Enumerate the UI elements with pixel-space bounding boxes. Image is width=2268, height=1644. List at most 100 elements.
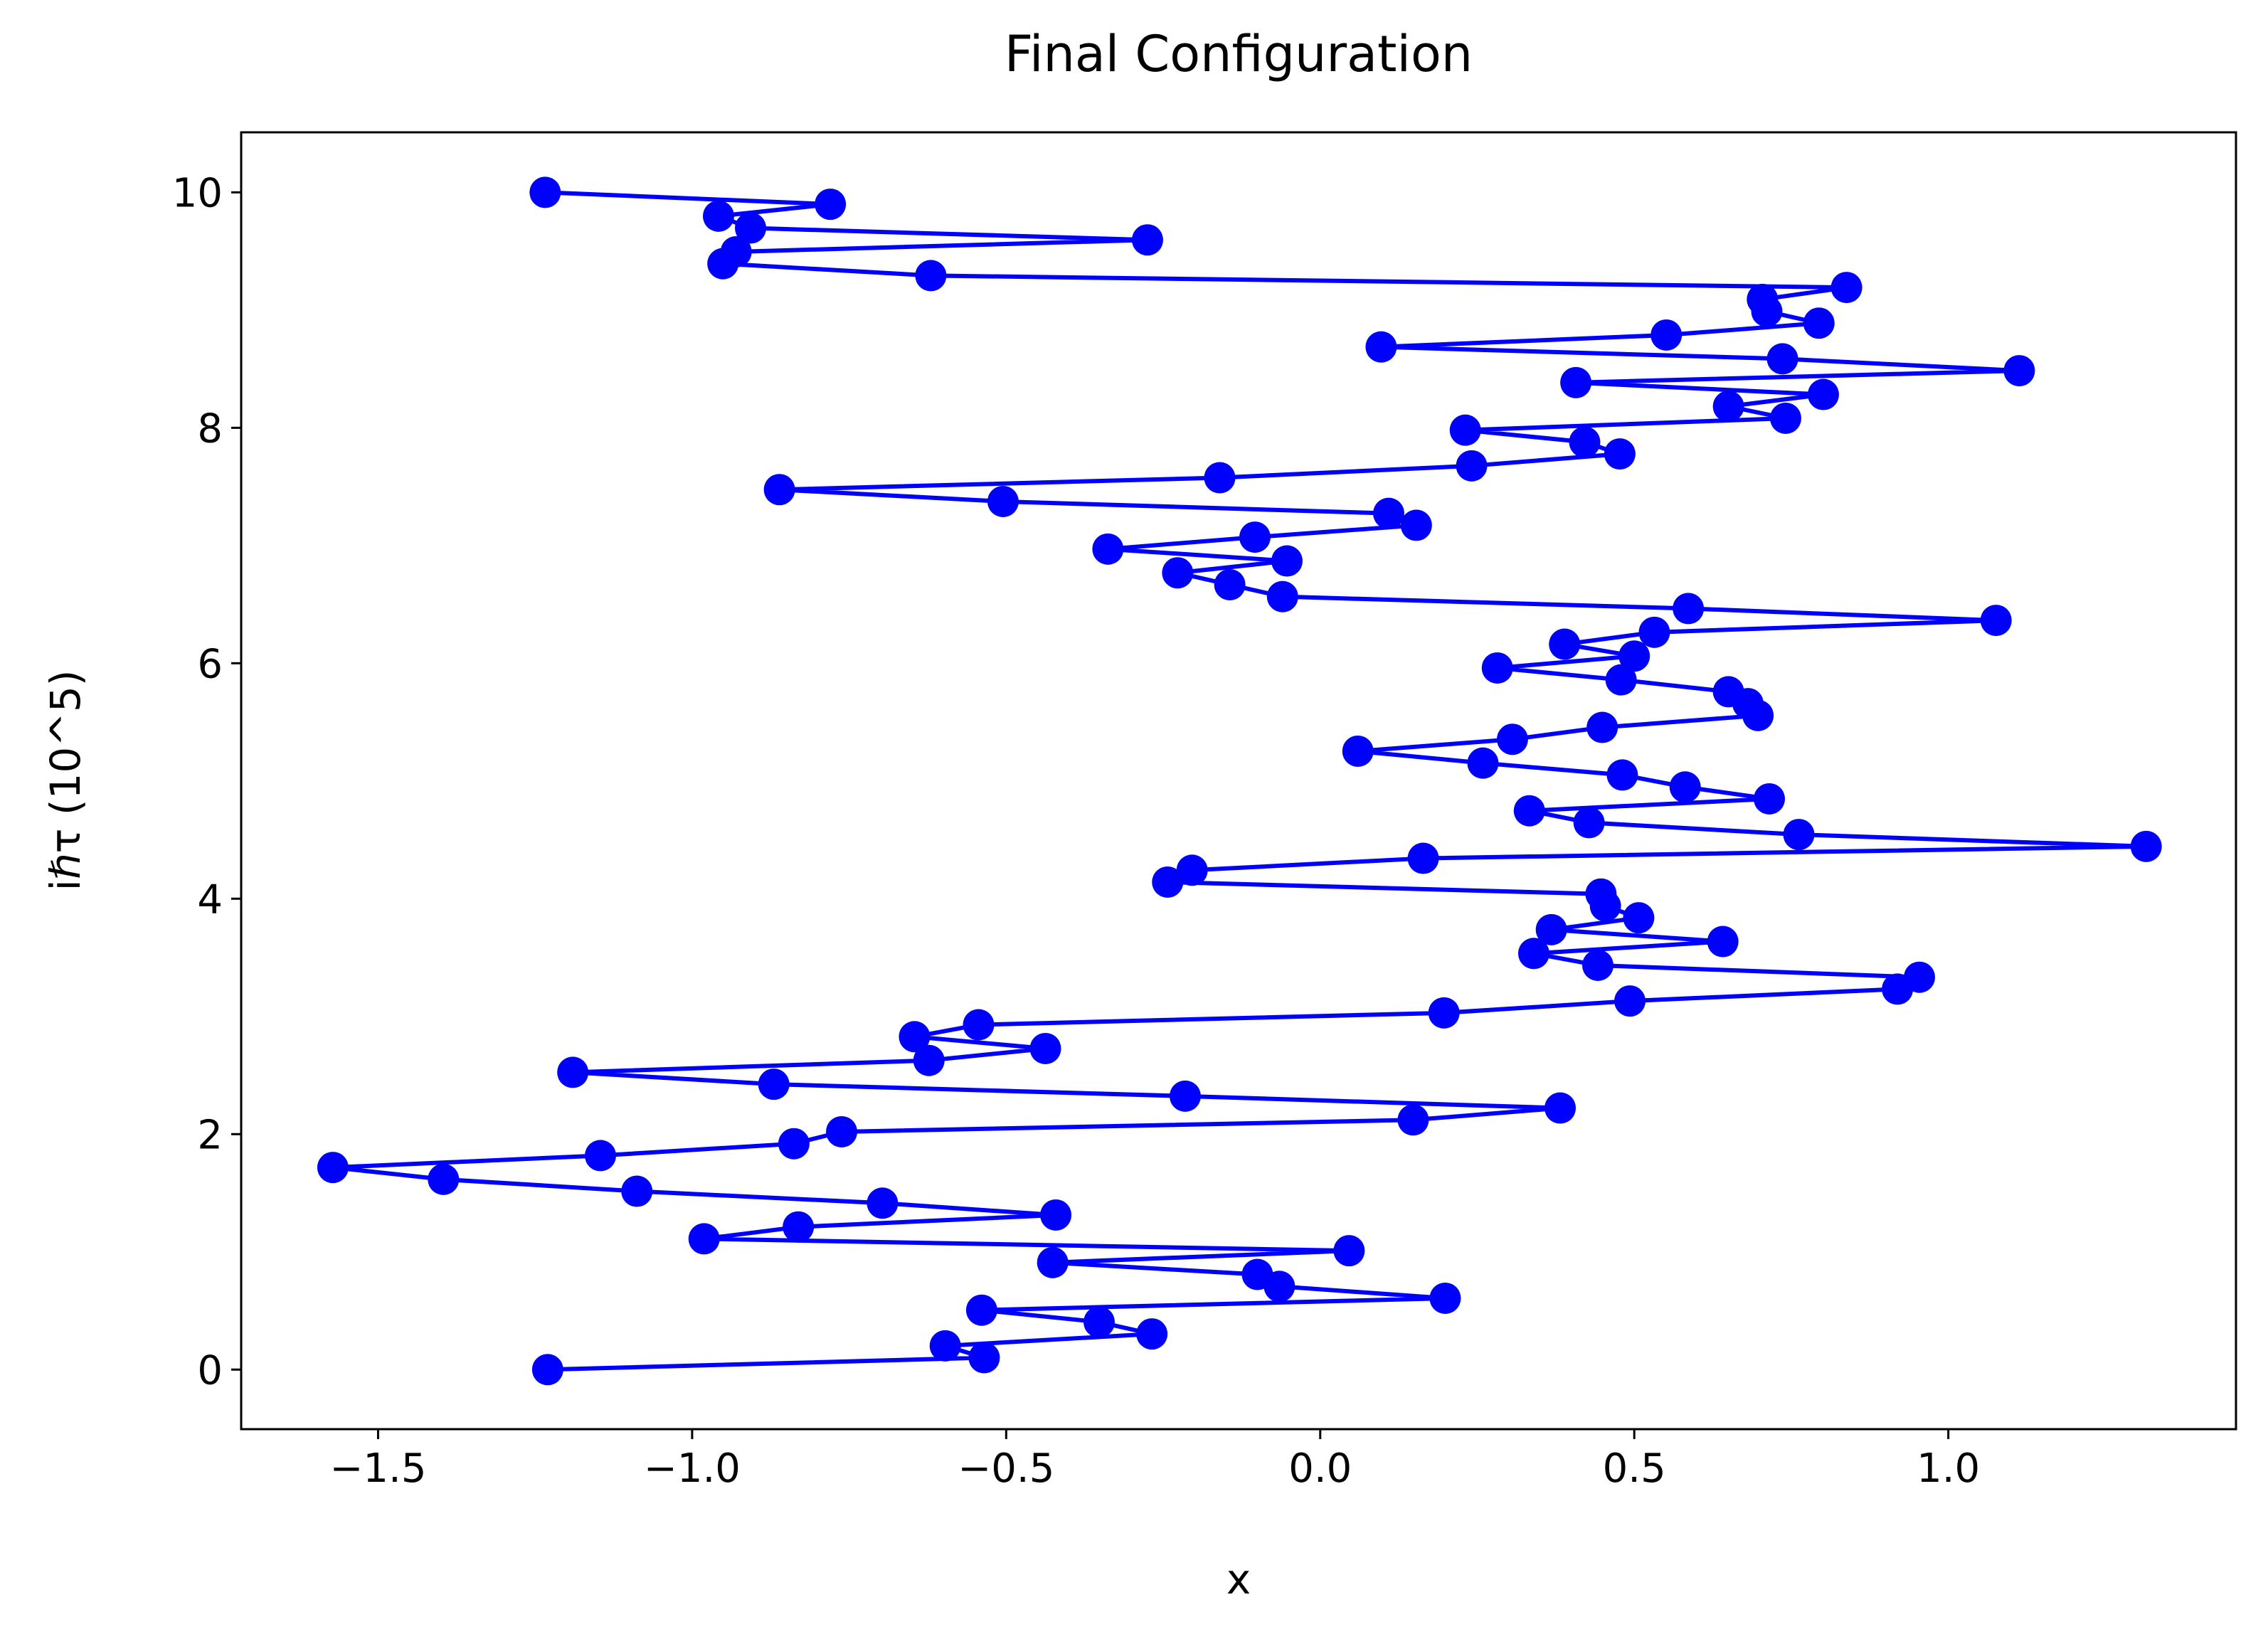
- data-point: [987, 485, 1019, 517]
- data-point: [1092, 533, 1124, 565]
- data-point: [1766, 343, 1798, 375]
- data-point: [1769, 402, 1801, 434]
- data-point: [1604, 438, 1636, 470]
- data-point: [688, 1223, 720, 1255]
- data-point: [965, 1294, 997, 1326]
- data-point: [915, 260, 947, 292]
- data-point: [867, 1187, 899, 1219]
- y-tick-label: 2: [197, 1112, 223, 1158]
- data-point: [763, 474, 795, 506]
- data-point: [778, 1128, 810, 1160]
- data-point: [1373, 497, 1405, 529]
- data-point: [1569, 426, 1601, 458]
- x-tick-label: 0.0: [1288, 1446, 1352, 1492]
- data-point: [585, 1140, 617, 1172]
- data-point: [1904, 961, 1936, 993]
- data-point: [317, 1152, 349, 1184]
- data-point: [720, 235, 752, 267]
- x-tick-label: 0.5: [1603, 1446, 1666, 1492]
- data-point: [1586, 711, 1618, 743]
- data-point: [1397, 1104, 1429, 1136]
- data-point: [1830, 272, 1862, 304]
- x-axis-label: x: [1226, 1555, 1251, 1603]
- data-point: [1754, 783, 1786, 815]
- data-point: [1037, 1246, 1069, 1278]
- data-point: [531, 1354, 563, 1386]
- y-tick-label: 6: [197, 641, 223, 687]
- data-point: [929, 1330, 961, 1362]
- data-point: [1342, 735, 1374, 767]
- data-point: [1481, 652, 1513, 684]
- data-point: [1271, 545, 1303, 577]
- y-tick-label: 8: [197, 405, 223, 452]
- data-point: [1585, 878, 1617, 910]
- y-axis-label: iℏτ (10^5): [41, 670, 90, 891]
- data-point: [2003, 355, 2035, 387]
- data-point: [702, 200, 734, 232]
- data-point: [428, 1163, 460, 1195]
- data-point: [1428, 997, 1460, 1029]
- data-point: [1214, 568, 1246, 600]
- data-point: [1152, 866, 1184, 898]
- data-point: [1673, 593, 1705, 625]
- data-point: [1083, 1306, 1116, 1338]
- data-point: [1029, 1032, 1061, 1064]
- data-point: [1614, 985, 1646, 1017]
- data-point: [1549, 628, 1581, 660]
- data-point: [1449, 414, 1481, 446]
- data-point: [1266, 580, 1298, 612]
- data-point: [1040, 1199, 1072, 1231]
- plot-frame: [240, 131, 2237, 1431]
- series-line: [330, 190, 2148, 1372]
- data-point: [1560, 366, 1592, 398]
- data-point: [899, 1021, 931, 1053]
- data-point: [758, 1068, 790, 1101]
- data-point: [1517, 938, 1549, 970]
- data-point: [1712, 391, 1744, 423]
- y-tick-label: 4: [197, 876, 223, 923]
- data-point: [1707, 926, 1739, 958]
- data-point: [1669, 771, 1701, 803]
- data-point: [1241, 1258, 1273, 1290]
- data-point: [529, 176, 561, 208]
- data-point: [1712, 676, 1744, 708]
- data-point: [1136, 1318, 1168, 1350]
- x-tick-label: −1.0: [644, 1446, 741, 1492]
- data-point: [1513, 795, 1545, 827]
- data-point: [1467, 747, 1499, 779]
- data-point: [815, 189, 847, 221]
- chart-title: Final Configuration: [1005, 25, 1473, 83]
- data-point: [1807, 378, 1839, 410]
- data-point: [783, 1211, 815, 1243]
- data-point: [2130, 830, 2162, 862]
- data-point: [1456, 450, 1488, 482]
- data-point: [1535, 913, 1567, 945]
- data-point: [1803, 307, 1835, 339]
- data-point: [968, 1342, 1000, 1374]
- data-point: [621, 1175, 653, 1207]
- data-point: [826, 1115, 858, 1147]
- data-point: [1131, 224, 1163, 256]
- data-point: [1650, 319, 1683, 351]
- data-point: [913, 1044, 945, 1076]
- data-point: [1606, 759, 1638, 791]
- data-point: [1496, 723, 1528, 755]
- data-point: [1162, 557, 1194, 589]
- x-tick-label: −0.5: [958, 1446, 1054, 1492]
- data-point: [1618, 640, 1650, 672]
- data-point: [1573, 807, 1605, 839]
- data-point: [1400, 509, 1432, 541]
- data-point: [1204, 462, 1236, 494]
- data-point: [1638, 616, 1670, 648]
- data-point: [1582, 949, 1614, 981]
- data-point: [557, 1056, 589, 1088]
- data-point: [963, 1009, 995, 1041]
- data-point: [1407, 842, 1439, 874]
- data-point: [1169, 1080, 1201, 1112]
- data-point: [1605, 664, 1637, 696]
- data-point: [1239, 521, 1271, 553]
- data-point: [1783, 819, 1815, 851]
